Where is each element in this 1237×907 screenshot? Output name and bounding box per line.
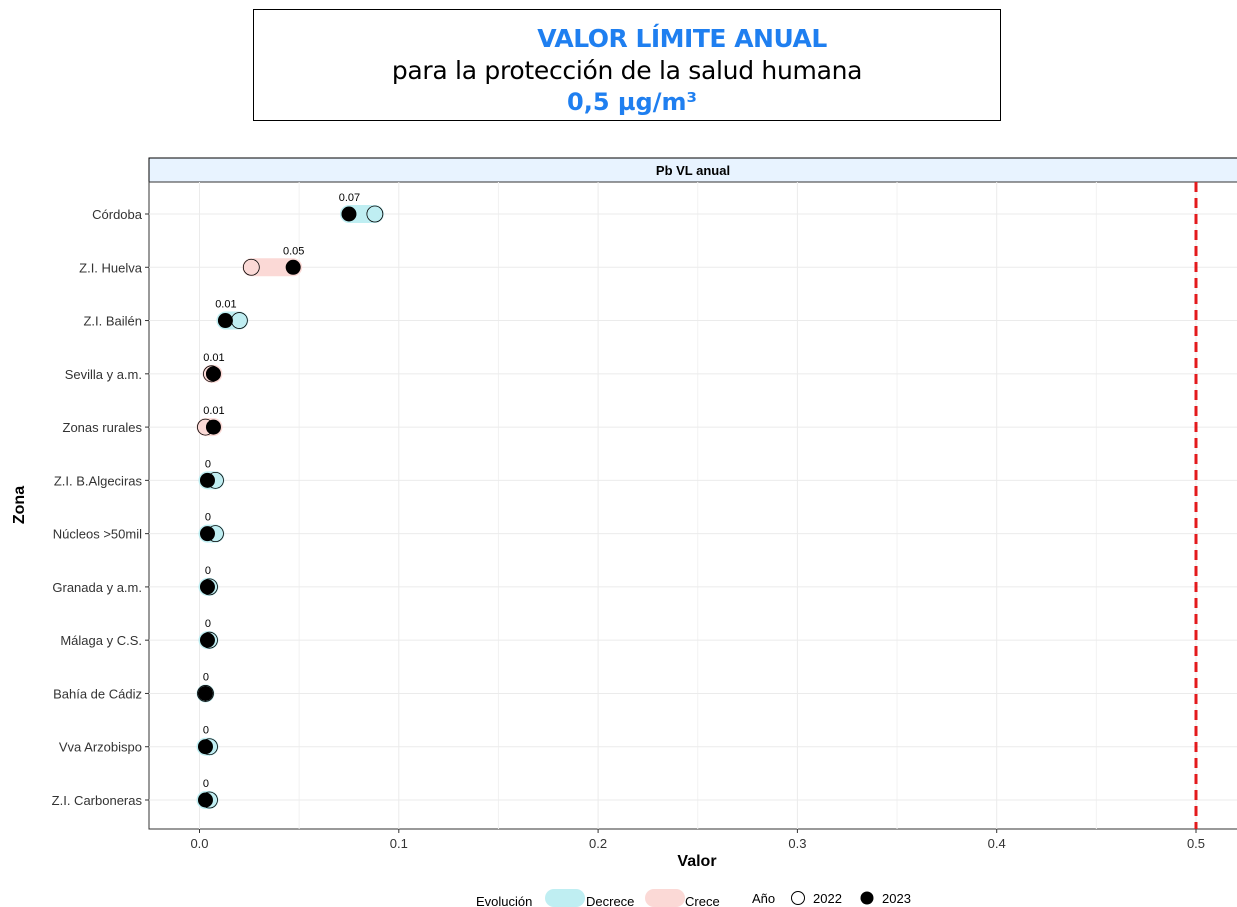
y-axis-title: Zona bbox=[11, 486, 28, 524]
x-tick-label: 0.2 bbox=[589, 836, 607, 851]
y-tick-label: Z.I. Bailén bbox=[83, 314, 142, 329]
legend-marker-2023 bbox=[860, 891, 874, 905]
x-tick-label: 0.0 bbox=[190, 836, 208, 851]
legend-anio-title: Año bbox=[752, 891, 775, 906]
y-tick-label: Z.I. Huelva bbox=[79, 260, 143, 275]
data-label: 0 bbox=[205, 565, 211, 577]
point-2023 bbox=[199, 526, 215, 542]
data-marks: 0.07 0.05 0.01 0.01 0.01 0 0 0 0 0 0 0 bbox=[196, 192, 384, 809]
point-2023 bbox=[197, 792, 213, 808]
x-axis: 0.0 0.1 0.2 0.3 0.4 0.5 bbox=[190, 829, 1205, 851]
legend-marker-2022 bbox=[791, 891, 805, 905]
data-label: 0 bbox=[205, 512, 211, 524]
strip-title: Pb VL anual bbox=[656, 163, 730, 178]
point-2022 bbox=[366, 205, 384, 223]
gridlines bbox=[149, 182, 1237, 829]
data-label: 0.01 bbox=[203, 405, 224, 417]
x-tick-label: 0.3 bbox=[788, 836, 806, 851]
y-tick-label: Zonas rurales bbox=[63, 420, 143, 435]
legend-swatch-crece bbox=[645, 889, 685, 907]
y-tick-label: Vva Arzobispo bbox=[59, 740, 142, 755]
x-tick-label: 0.4 bbox=[988, 836, 1006, 851]
data-label: 0.05 bbox=[283, 245, 304, 257]
data-label: 0 bbox=[205, 618, 211, 630]
data-label: 0 bbox=[203, 778, 209, 790]
y-tick-label: Sevilla y a.m. bbox=[65, 367, 142, 382]
point-2023 bbox=[341, 206, 357, 222]
x-tick-label: 0.5 bbox=[1187, 836, 1205, 851]
y-axis: Córdoba Z.I. Huelva Z.I. Bailén Sevilla y a… bbox=[52, 207, 149, 808]
point-2023 bbox=[285, 259, 301, 275]
data-label: 0 bbox=[205, 458, 211, 470]
data-label: 0 bbox=[203, 671, 209, 683]
y-tick-label: Z.I. Carboneras bbox=[52, 793, 143, 808]
y-tick-label: Córdoba bbox=[92, 207, 143, 222]
title-box: VALOR LÍMITE ANUAL para la protección de… bbox=[253, 9, 1001, 121]
data-label: 0.01 bbox=[215, 299, 236, 311]
point-2023 bbox=[197, 739, 213, 755]
data-label: 0.07 bbox=[339, 192, 360, 204]
point-2023 bbox=[197, 685, 213, 701]
legend-item-2023: 2023 bbox=[882, 891, 911, 906]
point-2023 bbox=[199, 632, 215, 648]
point-2023 bbox=[205, 419, 221, 435]
legend: Evolución Decrece Crece Año 2022 2023 bbox=[476, 889, 911, 907]
point-2023 bbox=[199, 472, 215, 488]
point-2023 bbox=[199, 579, 215, 595]
y-tick-label: Núcleos >50mil bbox=[53, 527, 142, 542]
title-line-1: VALOR LÍMITE ANUAL bbox=[537, 24, 827, 53]
data-label: 0 bbox=[203, 725, 209, 737]
title-line-3: 0,5 µg/m³ bbox=[567, 88, 697, 116]
y-tick-label: Granada y a.m. bbox=[52, 580, 142, 595]
x-tick-label: 0.1 bbox=[390, 836, 408, 851]
point-2022 bbox=[242, 258, 260, 276]
legend-item-crece: Crece bbox=[685, 894, 720, 907]
y-tick-label: Z.I. B.Algeciras bbox=[54, 473, 143, 488]
point-2022 bbox=[230, 312, 248, 329]
y-tick-label: Bahía de Cádiz bbox=[53, 686, 142, 701]
legend-evolucion-title: Evolución bbox=[476, 894, 532, 907]
data-label: 0.01 bbox=[203, 352, 224, 364]
x-axis-title: Valor bbox=[677, 853, 716, 870]
legend-item-decrece: Decrece bbox=[586, 894, 634, 907]
point-2023 bbox=[217, 313, 233, 329]
legend-item-2022: 2022 bbox=[813, 891, 842, 906]
y-tick-label: Málaga y C.S. bbox=[60, 633, 142, 648]
point-2023 bbox=[205, 366, 221, 382]
legend-swatch-decrece bbox=[545, 889, 585, 907]
plot-panel bbox=[148, 181, 1237, 830]
title-line-2: para la protección de la salud humana bbox=[391, 56, 863, 85]
strip-background bbox=[148, 157, 1237, 183]
